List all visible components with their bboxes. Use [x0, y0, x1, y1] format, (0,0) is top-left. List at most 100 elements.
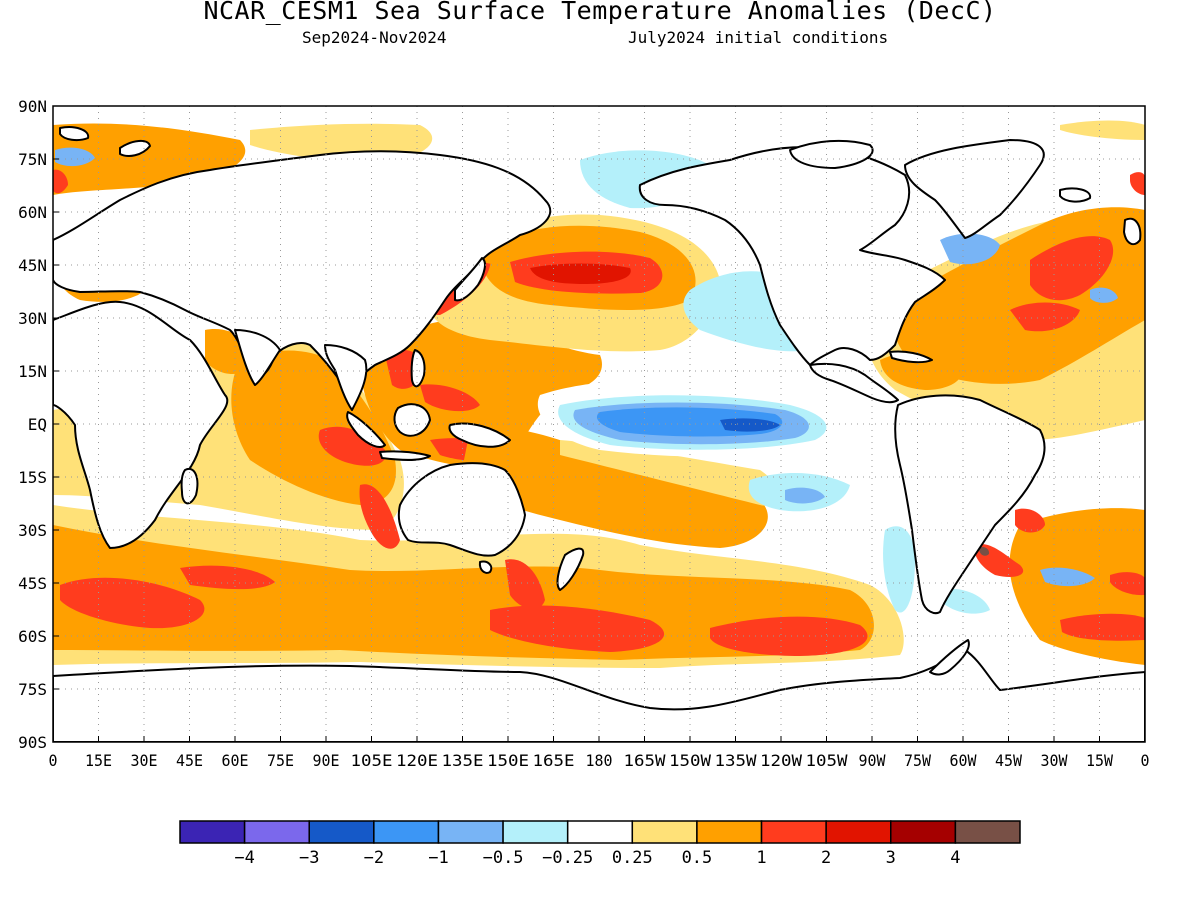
- lon-label: 165E: [533, 751, 575, 770]
- colorbar-label: 1: [756, 848, 766, 868]
- lon-label: 120W: [760, 751, 802, 770]
- land-tasmania: [478, 560, 493, 574]
- colorbar-swatch: [631, 820, 698, 844]
- land-madagascar: [180, 467, 199, 505]
- lon-label: 0: [1141, 751, 1150, 770]
- colorbar-swatch: [502, 820, 569, 844]
- lon-label: 105E: [351, 751, 393, 770]
- lat-label: 45S: [18, 574, 47, 593]
- lon-label: 75E: [267, 751, 294, 770]
- land-british-isles: [1123, 217, 1142, 246]
- anomaly-south-atlantic-red: [1060, 613, 1145, 641]
- anomaly-north-atlantic-red: [1030, 236, 1114, 301]
- lon-label: 15E: [85, 751, 112, 770]
- forecast-period: Sep2024-Nov2024: [302, 28, 447, 47]
- lat-label: 60N: [18, 203, 47, 222]
- anomaly-patagonia-cool: [883, 526, 915, 613]
- anomaly-arctic-east-yellow: [1060, 120, 1145, 140]
- colorbar-label: 0.5: [682, 848, 713, 868]
- anomaly-enso-cool2: [720, 418, 780, 432]
- land-java: [379, 450, 431, 461]
- anomaly-south-pacific-plume: [460, 427, 768, 548]
- lat-label: 60S: [18, 627, 47, 646]
- anomaly-caribbean-orange: [880, 352, 964, 390]
- anomaly-norwegian-red-east: [1130, 172, 1145, 195]
- colorbar-swatch: [760, 820, 827, 844]
- anomaly-west-australia-red: [359, 484, 400, 549]
- anomaly-arctic-cool: [55, 147, 95, 167]
- lon-label: 30W: [1041, 751, 1068, 770]
- lat-label: 75S: [18, 680, 47, 699]
- anomaly-south-pacific-red: [490, 605, 665, 652]
- land-novaya-zemlya: [119, 140, 151, 157]
- lon-label: 15W: [1086, 751, 1113, 770]
- initial-conditions: July2024 initial conditions: [628, 28, 889, 47]
- land-indochina: [324, 344, 368, 411]
- land-greenland: [904, 139, 1045, 239]
- lon-label: 45W: [995, 751, 1022, 770]
- grid-lines: [53, 106, 1145, 742]
- anomaly-indonesia-red: [420, 384, 480, 412]
- axis-ticks: [52, 105, 1146, 743]
- anomaly-indian-ocean-red: [318, 426, 386, 466]
- anomaly-north-pacific-darkred: [530, 263, 631, 284]
- land-antarctica: [53, 649, 1145, 742]
- lat-label: 75N: [18, 150, 47, 169]
- anomaly-labrador-cool: [940, 233, 1000, 265]
- land-south-america: [894, 394, 1046, 615]
- lon-label: 0: [49, 751, 58, 770]
- anomaly-atlantic-cool: [1090, 287, 1118, 303]
- anomaly-south-pacific-plume-yellow: [560, 440, 779, 506]
- lat-label: EQ: [28, 415, 47, 434]
- colorbar-label: −2: [364, 848, 384, 868]
- lon-label: 150W: [669, 751, 711, 770]
- colorbar-label: 2: [821, 848, 831, 868]
- anomaly-south-atlantic-cool-2: [940, 588, 990, 614]
- lon-label: 105W: [806, 751, 848, 770]
- land-cuba: [889, 350, 933, 364]
- land-new-zealand: [556, 547, 585, 591]
- anomaly-south-atlantic-red-east: [1110, 572, 1145, 596]
- colorbar-swatch: [890, 820, 957, 844]
- colorbar-label: −0.5: [483, 848, 524, 868]
- longitude-labels: 0 15E 30E 45E 60E 75E 90E 105E 120E 135E 150E 165E 1…: [49, 751, 1150, 770]
- chart-title: NCAR_CESM1 Sea Surface Temperature Anoma…: [203, 0, 997, 25]
- lat-label: 45N: [18, 256, 47, 275]
- land-iceland: [1059, 187, 1092, 203]
- colorbar-swatch: [696, 820, 763, 844]
- anomaly-norwegian-red: [53, 169, 68, 194]
- lon-label: 90W: [859, 751, 886, 770]
- latitude-labels: 90N 75N 60N 45N 30N 15N EQ 15S 30S 45S 60S 75S 90S: [18, 97, 47, 752]
- colorbar-swatch: [308, 820, 375, 844]
- colorbar-label: −1: [428, 848, 448, 868]
- anomaly-brazil-red: [1015, 508, 1045, 533]
- land-central-america: [809, 362, 899, 404]
- land-india: [234, 329, 281, 386]
- land-sumatra: [346, 411, 386, 448]
- anomaly-south-pacific-red-2: [710, 616, 868, 656]
- colorbar-swatch: [437, 820, 504, 844]
- lat-label: 90N: [18, 97, 47, 116]
- lon-label: 45E: [176, 751, 203, 770]
- colorbar-swatch: [566, 820, 634, 844]
- anomaly-north-atlantic-red-2: [1010, 302, 1080, 332]
- lon-label: 180: [586, 751, 613, 770]
- anomaly-south-indian-red: [60, 577, 205, 629]
- land-new-guinea: [448, 422, 511, 448]
- lon-label: 60E: [222, 751, 249, 770]
- land-australia: [397, 462, 526, 557]
- lat-label: 30N: [18, 309, 47, 328]
- colorbar-swatch: [954, 820, 1021, 844]
- anomaly-brown-spot: [979, 546, 990, 556]
- colorbar-swatch: [179, 820, 246, 844]
- land-canadian-arctic: [789, 139, 874, 169]
- lon-label: 165W: [624, 751, 666, 770]
- lon-label: 135E: [442, 751, 484, 770]
- lon-label: 90E: [313, 751, 340, 770]
- colorbar-label: −3: [299, 848, 319, 868]
- colorbar-label: −0.25: [542, 848, 593, 868]
- colorbar: −4 −3 −2 −1 −0.5 −0.25 0.25 0.5 1 2 3 4: [179, 820, 1021, 868]
- colorbar-swatch: [373, 820, 440, 844]
- anomaly-south-atlantic-cool: [1040, 567, 1095, 587]
